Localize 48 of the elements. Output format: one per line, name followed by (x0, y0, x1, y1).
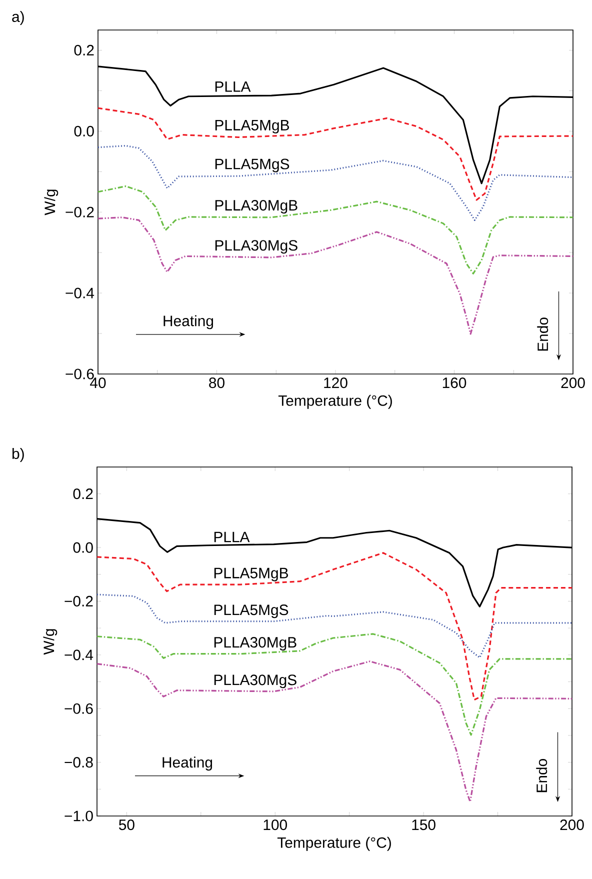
annotation: Endo (536, 759, 548, 792)
line-series (96, 660, 573, 803)
y-tick-label: −0.6 (66, 368, 94, 380)
y-tick-label: 0.2 (74, 44, 94, 56)
y-tick-label: −0.6 (64, 703, 93, 714)
y-axis-title: W/g (43, 629, 58, 655)
x-tick-label: 120 (324, 378, 348, 388)
x-tick-label: 100 (264, 820, 287, 830)
annotation: Heating (164, 315, 214, 330)
x-tick-label: 200 (560, 820, 584, 830)
line-series (96, 633, 573, 736)
x-tick-label: 80 (209, 378, 224, 388)
series-label: PLLA30MgB (214, 637, 296, 651)
y-tick-label: −0.2 (64, 596, 93, 607)
y-tick-label: 0.2 (73, 488, 93, 500)
annotation: Heating (162, 756, 212, 771)
series-label: PLLA30MgB (215, 200, 298, 214)
y-tick-label: 0.0 (74, 126, 94, 136)
y-tick-label: −0.4 (64, 650, 94, 660)
x-tick-label: 50 (118, 820, 134, 830)
chart-title: b) (12, 448, 24, 462)
line-series (97, 185, 574, 274)
x-tick-label: 150 (412, 820, 436, 830)
series-label: PLLA5MgS (215, 158, 290, 172)
series-label: PLLA (215, 81, 251, 92)
x-axis-title: Temperature (°C) (277, 836, 391, 851)
x-tick-label: 40 (90, 378, 106, 388)
y-tick-label: −0.2 (66, 206, 94, 218)
y-tick-label: −0.4 (66, 288, 94, 298)
annotation: Endo (537, 318, 548, 351)
series-label: PLLA (214, 532, 250, 542)
y-tick-label: 0.0 (73, 542, 93, 553)
y-axis-title: W/g (44, 190, 58, 216)
line-series (97, 107, 574, 201)
y-tick-label: −1.0 (64, 810, 93, 822)
x-tick-label: 160 (442, 378, 466, 388)
series-label: PLLA30MgS (214, 674, 296, 688)
line-series (97, 144, 574, 221)
chart-title: a) (12, 11, 24, 25)
line-series (96, 552, 573, 701)
series-label: PLLA30MgS (215, 240, 298, 254)
x-axis-title: Temperature (°C) (278, 394, 392, 409)
x-tick-label: 200 (561, 378, 585, 388)
line-series (96, 594, 573, 658)
series-label: PLLA5MgB (215, 120, 289, 134)
series-label: PLLA5MgB (214, 568, 288, 582)
y-tick-label: −0.8 (64, 757, 93, 768)
series-label: PLLA5MgS (214, 604, 288, 618)
